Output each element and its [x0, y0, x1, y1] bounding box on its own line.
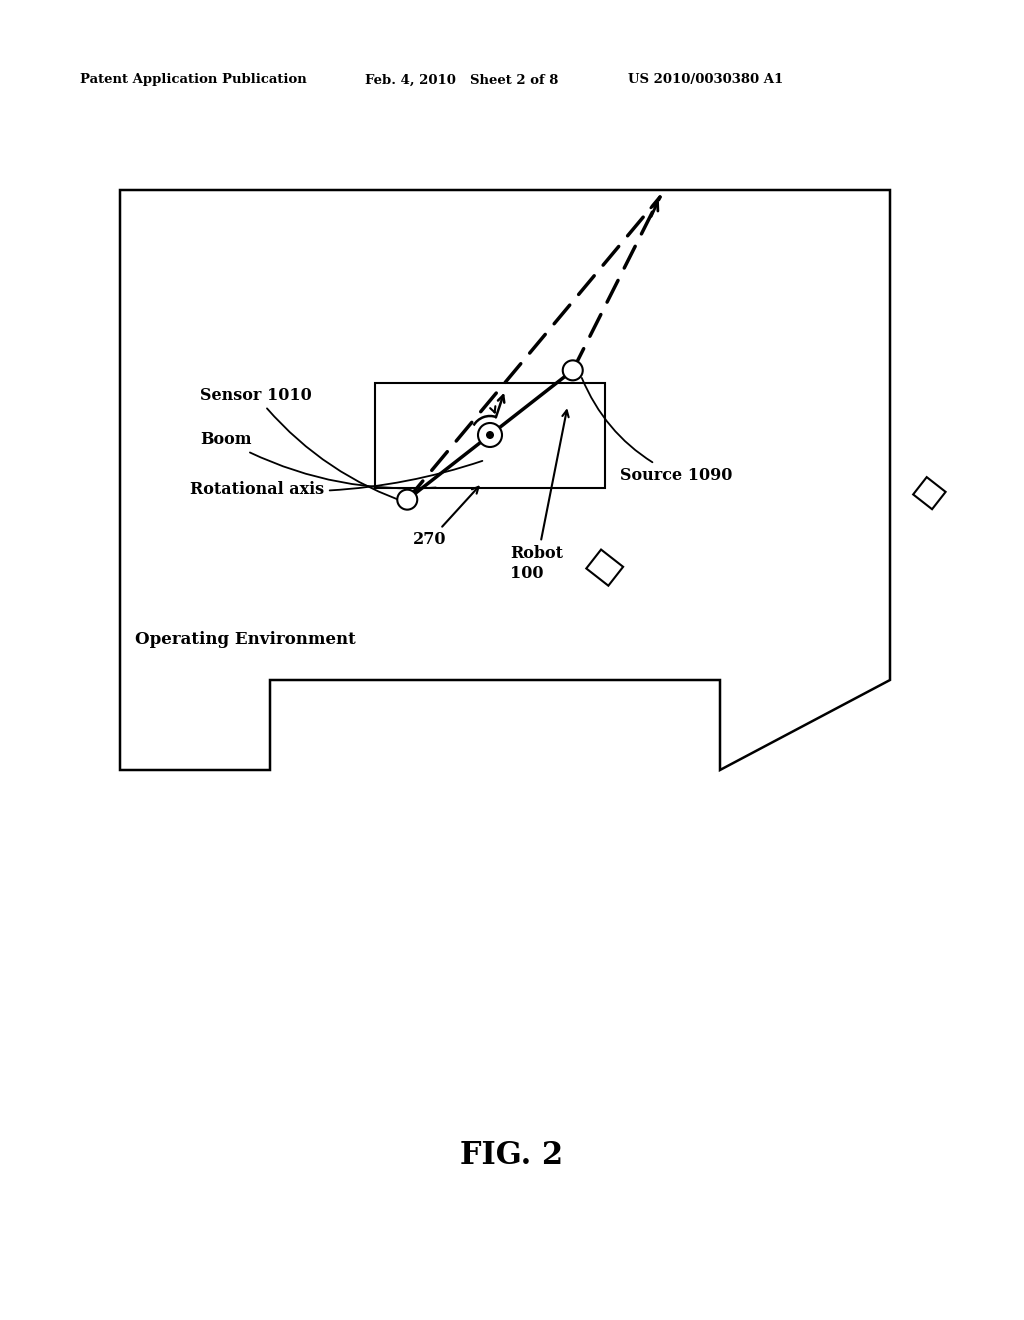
Text: FIG. 2: FIG. 2 [461, 1139, 563, 1171]
Text: Feb. 4, 2010: Feb. 4, 2010 [365, 74, 456, 87]
Circle shape [397, 490, 417, 510]
Circle shape [478, 422, 502, 447]
Text: Sensor 1010: Sensor 1010 [200, 387, 410, 504]
Text: Robot
100: Robot 100 [510, 411, 568, 582]
Text: US 2010/0030380 A1: US 2010/0030380 A1 [628, 74, 783, 87]
Bar [375, 383, 605, 487]
Text: Rotational axis: Rotational axis [190, 461, 482, 499]
Circle shape [486, 432, 494, 440]
Text: Boom: Boom [200, 432, 436, 488]
Bar [587, 549, 624, 586]
Bar [913, 477, 945, 510]
Text: Patent Application Publication: Patent Application Publication [80, 74, 307, 87]
Circle shape [563, 360, 583, 380]
Text: Operating Environment: Operating Environment [135, 631, 355, 648]
Text: 270: 270 [414, 487, 478, 549]
Text: Source 1090: Source 1090 [582, 378, 732, 483]
Text: Sheet 2 of 8: Sheet 2 of 8 [470, 74, 558, 87]
